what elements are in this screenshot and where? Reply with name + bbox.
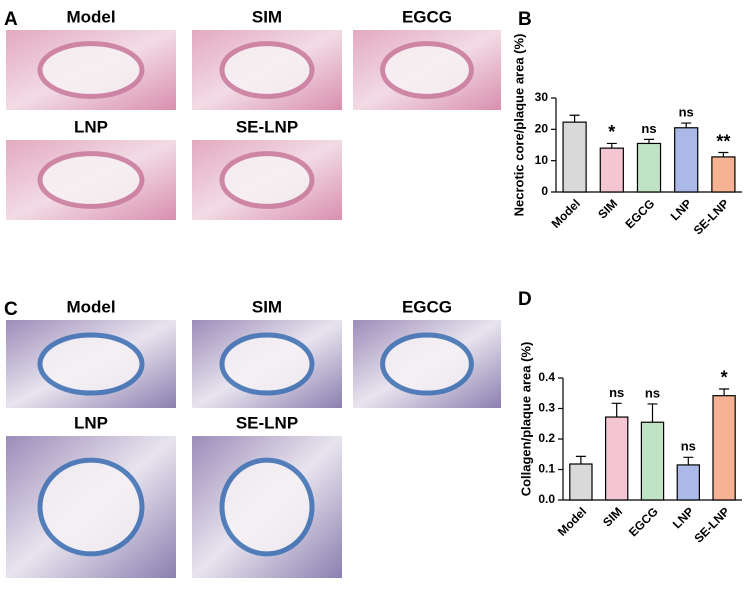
error-bar [611, 402, 622, 418]
y-axis-label: Necrotic core/plaque area (%) [511, 34, 526, 217]
significance: ns [679, 105, 694, 120]
bar [636, 142, 662, 193]
y-tick-label: 0.1 [538, 462, 555, 476]
y-tick-label: 0.2 [538, 431, 555, 445]
bar [712, 395, 736, 501]
image-label: LNP [74, 413, 108, 432]
x-tick-label: Model [555, 504, 589, 538]
y-tick-label: 0.0 [538, 492, 555, 506]
bar [562, 121, 587, 193]
plaque [37, 332, 145, 396]
plaque [219, 457, 315, 557]
plaque [219, 151, 315, 209]
x-tick-label: EGCG [622, 196, 657, 231]
x-tick-label: SIM [595, 196, 620, 221]
y-tick-label: 0.3 [538, 401, 555, 415]
y-axis-label: Collagen/plaque area (%) [518, 342, 533, 497]
error-bar [644, 138, 654, 144]
plaque [37, 151, 145, 209]
significance: ns [681, 439, 696, 454]
x-tick-label: Model [549, 196, 583, 230]
error-bar [719, 388, 730, 396]
plaque [380, 41, 474, 99]
x-tick-label: SE-LNP [691, 196, 732, 237]
significance: * [721, 368, 728, 388]
panel-label: C [4, 299, 18, 320]
panel-label: D [518, 289, 532, 310]
bar [569, 463, 593, 501]
x-tick-label: LNP [668, 196, 695, 223]
image-label: Model [66, 7, 115, 26]
image-label: EGCG [402, 297, 452, 316]
image-label: EGCG [402, 7, 452, 26]
image-label: SE-LNP [236, 117, 298, 136]
plaque [219, 41, 315, 99]
y-tick-label: 30 [535, 90, 549, 104]
bar [640, 421, 665, 501]
bar [605, 416, 629, 501]
x-tick-label: EGCG [626, 504, 661, 539]
significance: ns [645, 385, 660, 400]
error-bar [683, 456, 694, 465]
bar [711, 156, 736, 193]
significance: ** [716, 131, 730, 151]
bar [676, 464, 700, 501]
error-bar [718, 151, 729, 157]
plaque [219, 332, 315, 396]
significance: ns [609, 385, 624, 400]
plaque [380, 332, 474, 396]
plaque [37, 457, 145, 557]
significance: ns [641, 121, 656, 136]
error-bar [681, 122, 692, 128]
image-label: SIM [252, 297, 282, 316]
image-label: SE-LNP [236, 413, 298, 432]
error-bar [647, 403, 658, 423]
error-bar [606, 142, 617, 149]
error-bar [575, 455, 586, 465]
panel-label: B [518, 9, 532, 30]
y-tick-label: 10 [535, 153, 549, 167]
image-label: LNP [74, 117, 108, 136]
bar [599, 147, 624, 193]
x-tick-label: SIM [600, 504, 625, 529]
image-label: Model [66, 297, 115, 316]
image-label: SIM [252, 7, 282, 26]
plaque [37, 41, 145, 99]
y-tick-label: 0.4 [538, 370, 555, 384]
y-tick-label: 0 [541, 184, 548, 198]
panel-label: A [4, 9, 18, 30]
x-tick-label: SE-LNP [691, 504, 732, 545]
bar [674, 127, 699, 193]
x-tick-label: LNP [670, 504, 697, 531]
error-bar [569, 114, 580, 123]
y-tick-label: 20 [535, 122, 549, 136]
significance: * [608, 122, 615, 142]
